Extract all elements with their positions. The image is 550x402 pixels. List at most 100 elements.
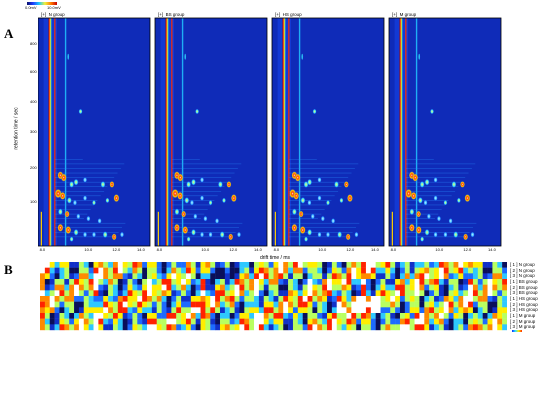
heatmap-cell bbox=[346, 318, 352, 325]
signal-spot bbox=[410, 191, 417, 201]
heatmap-cell bbox=[166, 284, 172, 291]
x-tick-label: 12.0 bbox=[346, 247, 355, 252]
heatmap-cell bbox=[429, 301, 435, 308]
plot-border bbox=[154, 17, 268, 247]
heatmap-cell bbox=[108, 279, 114, 285]
heatmap-cell bbox=[98, 296, 104, 302]
heatmap-cell bbox=[404, 279, 410, 285]
heatmap-cell bbox=[263, 262, 269, 268]
heatmap-cell bbox=[395, 296, 401, 302]
heatmap-cell bbox=[244, 279, 250, 285]
heatmap-cell bbox=[127, 273, 133, 280]
heatmap-cell bbox=[336, 273, 342, 280]
heatmap-cell bbox=[458, 273, 464, 280]
heatmap-cell bbox=[482, 262, 488, 268]
heatmap-cell bbox=[205, 273, 211, 280]
x-tick-label: 10.0 bbox=[201, 247, 210, 252]
heatmap-cell bbox=[317, 273, 323, 280]
heatmap-cell bbox=[434, 307, 440, 314]
heatmap-cell bbox=[434, 318, 440, 325]
heatmap-cell bbox=[312, 313, 318, 319]
heatmap-cell bbox=[395, 267, 401, 274]
heatmap-cell bbox=[40, 296, 46, 302]
heatmap-cell bbox=[419, 324, 425, 331]
heatmap-cell bbox=[477, 290, 483, 297]
heatmap-cell bbox=[117, 301, 123, 308]
heatmap-cell bbox=[122, 267, 128, 274]
plot-border bbox=[38, 17, 151, 247]
heatmap-cell bbox=[190, 284, 196, 291]
heatmap-cell bbox=[346, 301, 352, 308]
heatmap-cell bbox=[234, 301, 240, 308]
signal-spot bbox=[459, 180, 465, 188]
heatmap-cell bbox=[390, 279, 396, 285]
heatmap-cell bbox=[434, 290, 440, 297]
heatmap-cell bbox=[327, 296, 333, 302]
heatmap-cell bbox=[297, 318, 303, 325]
x-tick-label: 8.0 bbox=[39, 247, 46, 252]
heatmap-cell bbox=[54, 307, 60, 314]
heatmap-cell bbox=[258, 324, 264, 331]
heatmap-cell bbox=[331, 279, 337, 285]
heatmap-cell bbox=[171, 284, 177, 291]
heatmap-cell bbox=[147, 284, 153, 291]
heatmap-cell bbox=[268, 307, 274, 314]
heatmap-cell bbox=[78, 262, 84, 268]
heatmap-cell bbox=[112, 262, 119, 268]
heatmap-cell bbox=[88, 324, 94, 331]
heatmap-cell bbox=[380, 307, 386, 314]
heatmap-cell bbox=[312, 318, 318, 325]
heatmap-cell bbox=[88, 279, 94, 285]
heatmap-cell bbox=[254, 324, 260, 331]
heatmap-cell bbox=[156, 296, 162, 302]
heatmap-cell bbox=[195, 279, 201, 285]
heatmap-cell bbox=[122, 284, 128, 291]
heatmap-cell bbox=[317, 318, 323, 325]
heatmap-cell bbox=[108, 301, 114, 308]
heatmap-cell bbox=[472, 290, 479, 297]
signal-spot bbox=[426, 213, 431, 220]
heatmap-cell bbox=[244, 324, 250, 331]
heatmap-cell bbox=[336, 324, 342, 331]
signal-spot bbox=[177, 191, 184, 201]
signal-spot bbox=[191, 178, 197, 186]
heatmap-cell bbox=[98, 301, 104, 308]
heatmap-cell bbox=[64, 324, 70, 331]
heatmap-row-label: [ 3 ] BS group bbox=[510, 290, 538, 296]
heatmap-cell bbox=[49, 279, 55, 285]
heatmap-cell bbox=[375, 324, 381, 331]
heatmap-cell bbox=[215, 307, 221, 314]
heatmap-cell bbox=[78, 279, 84, 285]
heatmap-cell bbox=[181, 296, 187, 302]
heatmap-cell bbox=[103, 284, 109, 291]
heatmap-cell bbox=[78, 296, 84, 302]
heatmap-cell bbox=[59, 284, 65, 291]
heatmap-cell bbox=[361, 290, 367, 297]
signal-spot bbox=[193, 213, 198, 220]
heatmap-row-label: [ 2 ] HS group bbox=[510, 301, 538, 307]
heatmap-cell bbox=[327, 324, 333, 331]
heatmap-cell bbox=[181, 318, 187, 325]
heatmap-cell bbox=[88, 301, 94, 308]
heatmap-cell bbox=[487, 290, 493, 297]
signal-spot bbox=[200, 195, 205, 201]
heatmap-cell bbox=[200, 307, 206, 314]
heatmap-cell bbox=[263, 284, 269, 291]
heatmap-cell bbox=[458, 267, 464, 274]
heatmap-cell bbox=[117, 318, 123, 325]
heatmap-cell bbox=[258, 307, 264, 314]
heatmap-cell bbox=[239, 267, 245, 274]
heatmap-cell bbox=[127, 307, 133, 314]
heatmap-cell bbox=[327, 279, 333, 285]
heatmap-cell bbox=[205, 296, 211, 302]
heatmap-cell bbox=[137, 262, 143, 268]
heatmap-cell bbox=[336, 313, 342, 319]
ims-plot bbox=[38, 17, 151, 247]
heatmap-cell bbox=[317, 313, 323, 319]
heatmap-cell bbox=[249, 284, 255, 291]
heatmap-cell bbox=[356, 307, 362, 314]
signal-spot bbox=[86, 215, 91, 222]
heatmap-cell bbox=[244, 267, 250, 274]
heatmap-cell bbox=[477, 273, 483, 280]
heatmap-cell bbox=[399, 262, 406, 268]
